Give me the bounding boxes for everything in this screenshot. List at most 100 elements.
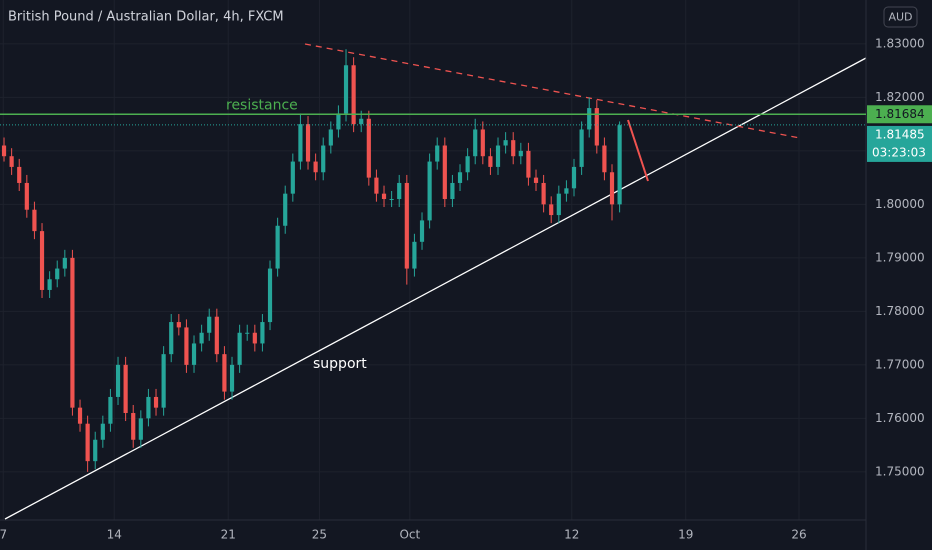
candle-body: [359, 118, 364, 125]
y-tick-label: 1.76000: [875, 411, 925, 425]
y-tick-label: 1.78000: [875, 304, 925, 318]
candle-body: [115, 364, 121, 397]
candle-body: [518, 150, 523, 157]
candle-body: [153, 396, 159, 408]
candle-body: [351, 65, 356, 125]
candle-body: [32, 209, 37, 232]
candle-body: [275, 225, 280, 269]
projection-arrow: [627, 119, 649, 182]
candle-body: [435, 145, 440, 162]
candle-body: [457, 172, 463, 183]
candle-body: [100, 423, 105, 440]
candle-body: [609, 172, 615, 205]
x-tick-label: Oct: [399, 528, 420, 542]
candle-body: [267, 268, 273, 323]
last-price: 1.81485: [875, 127, 925, 141]
candle-body: [389, 199, 394, 201]
candle-body: [374, 177, 379, 194]
candle-body: [39, 231, 45, 290]
symbol-title: British Pound / Australian Dollar, 4h, F…: [8, 10, 284, 25]
x-tick-label: 26: [791, 528, 806, 542]
support-label: support: [313, 356, 367, 372]
candle-body: [404, 182, 409, 269]
candle-body: [556, 193, 561, 216]
candle-body: [412, 241, 417, 269]
candle-body: [397, 182, 402, 200]
candle-body: [17, 166, 22, 183]
candle-body: [47, 279, 52, 290]
candle-body: [594, 108, 599, 146]
y-tick-label: 1.83000: [875, 36, 925, 50]
candle-body: [495, 145, 501, 167]
candle-body: [617, 125, 622, 205]
candle-body: [138, 418, 143, 440]
candle-body: [290, 161, 295, 194]
candle-body: [55, 268, 60, 280]
y-tick-label: 1.77000: [875, 357, 925, 371]
candle-body: [131, 413, 136, 440]
candle-body: [237, 332, 242, 365]
candle-body: [93, 439, 98, 462]
candle-body: [191, 343, 197, 365]
candle-body: [571, 166, 577, 189]
currency[interactable]: AUD: [888, 11, 912, 24]
candle-body: [252, 332, 257, 344]
resistance-price: 1.81684: [875, 107, 925, 121]
candle-body: [450, 182, 455, 200]
resistance-trendline: [304, 43, 801, 139]
candle-body: [298, 124, 303, 162]
candle-body: [123, 364, 128, 414]
x-tick-label: 14: [107, 528, 122, 542]
currency-box[interactable]: [883, 6, 918, 28]
candle-body: [419, 220, 425, 242]
candle-body: [587, 108, 592, 130]
candle-body: [62, 257, 67, 269]
candle-body: [222, 354, 227, 392]
candle-body: [579, 129, 584, 167]
x-tick-label: 7: [0, 528, 7, 542]
candle-body: [442, 145, 447, 200]
candle-body: [9, 156, 14, 167]
candle-body: [602, 145, 607, 173]
candle-body: [283, 193, 288, 226]
candle-body: [1, 145, 7, 157]
candle-body: [161, 354, 166, 408]
candle-body: [336, 113, 341, 130]
candle-body: [229, 364, 235, 392]
candle-body: [245, 332, 250, 334]
candle-body: [108, 396, 113, 424]
candle-body: [511, 140, 516, 157]
candle-body: [260, 322, 265, 344]
candle-body: [473, 129, 478, 157]
candle-body: [564, 188, 569, 194]
bar-countdown: 03:23:03: [872, 145, 926, 159]
candle-body: [503, 140, 508, 146]
resistance-label: resistance: [226, 97, 298, 113]
y-tick-label: 1.82000: [875, 90, 925, 104]
x-tick-label: 21: [221, 528, 236, 542]
candle-body: [77, 407, 83, 424]
candle-body: [305, 124, 311, 162]
candle-body: [480, 129, 485, 157]
candle-body: [199, 332, 204, 344]
x-tick-label: 25: [312, 528, 327, 542]
x-tick-label: 12: [564, 528, 579, 542]
x-tick-label: 19: [678, 528, 693, 542]
candle-body: [526, 150, 531, 178]
candle-body: [169, 322, 174, 355]
candle-body: [533, 177, 539, 183]
candle-body: [207, 316, 212, 333]
last-price-tag: [867, 125, 932, 162]
y-tick-label: 1.79000: [875, 250, 925, 264]
support-trendline: [4, 57, 867, 520]
candle-body: [541, 182, 546, 205]
candle-body: [427, 161, 432, 221]
y-tick-label: 1.75000: [875, 464, 925, 478]
candle-body: [24, 182, 29, 210]
candle-body: [313, 161, 318, 173]
candle-body: [488, 156, 493, 167]
candle-body: [321, 145, 326, 173]
candle-body: [184, 327, 189, 365]
